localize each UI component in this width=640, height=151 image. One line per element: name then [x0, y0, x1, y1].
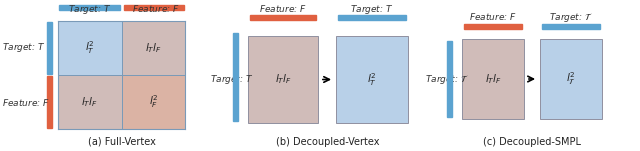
- Text: $l_F^2$: $l_F^2$: [148, 94, 158, 110]
- Bar: [338, 15, 406, 20]
- Text: $l_Tl_F$: $l_Tl_F$: [81, 95, 98, 109]
- Bar: [233, 33, 238, 121]
- Text: $l_{\mathcal{T}}^2$: $l_{\mathcal{T}}^2$: [566, 71, 576, 87]
- Bar: [58, 75, 122, 129]
- Text: Target: $T$: Target: $T$: [210, 73, 253, 86]
- Bar: [447, 41, 452, 117]
- Text: $l_T^2$: $l_T^2$: [367, 71, 377, 88]
- Text: Target: $\mathcal{T}$: Target: $\mathcal{T}$: [549, 11, 593, 24]
- Bar: [336, 36, 408, 123]
- Bar: [124, 5, 184, 10]
- Text: $l_Tl_F$: $l_Tl_F$: [145, 41, 162, 55]
- Bar: [540, 39, 602, 119]
- Text: Target: $T$: Target: $T$: [2, 42, 45, 55]
- Text: (a) Full-Vertex: (a) Full-Vertex: [88, 137, 156, 147]
- Bar: [250, 15, 316, 20]
- Bar: [464, 24, 522, 29]
- Bar: [248, 36, 318, 123]
- Text: Target: $\mathcal{T}$: Target: $\mathcal{T}$: [425, 72, 469, 85]
- Bar: [58, 21, 122, 75]
- Bar: [47, 22, 52, 74]
- Bar: [542, 24, 600, 29]
- Text: $l_Tl_F$: $l_Tl_F$: [484, 72, 501, 86]
- Text: (c) Decoupled-SMPL: (c) Decoupled-SMPL: [483, 137, 581, 147]
- Bar: [122, 21, 185, 75]
- Text: $l_Tl_F$: $l_Tl_F$: [275, 73, 291, 86]
- Text: Feature: $F$: Feature: $F$: [259, 3, 307, 14]
- Text: Feature: $F$: Feature: $F$: [132, 3, 180, 14]
- Text: (b) Decoupled-Vertex: (b) Decoupled-Vertex: [276, 137, 380, 147]
- Text: Feature: $F$: Feature: $F$: [2, 96, 50, 108]
- Bar: [122, 75, 185, 129]
- Text: $l_T^2$: $l_T^2$: [85, 40, 95, 56]
- Text: Target: $T$: Target: $T$: [68, 3, 111, 16]
- Text: Feature: $F$: Feature: $F$: [469, 11, 517, 22]
- Bar: [47, 76, 52, 128]
- Text: Target: $T$: Target: $T$: [350, 3, 394, 16]
- Bar: [59, 5, 120, 10]
- Bar: [462, 39, 524, 119]
